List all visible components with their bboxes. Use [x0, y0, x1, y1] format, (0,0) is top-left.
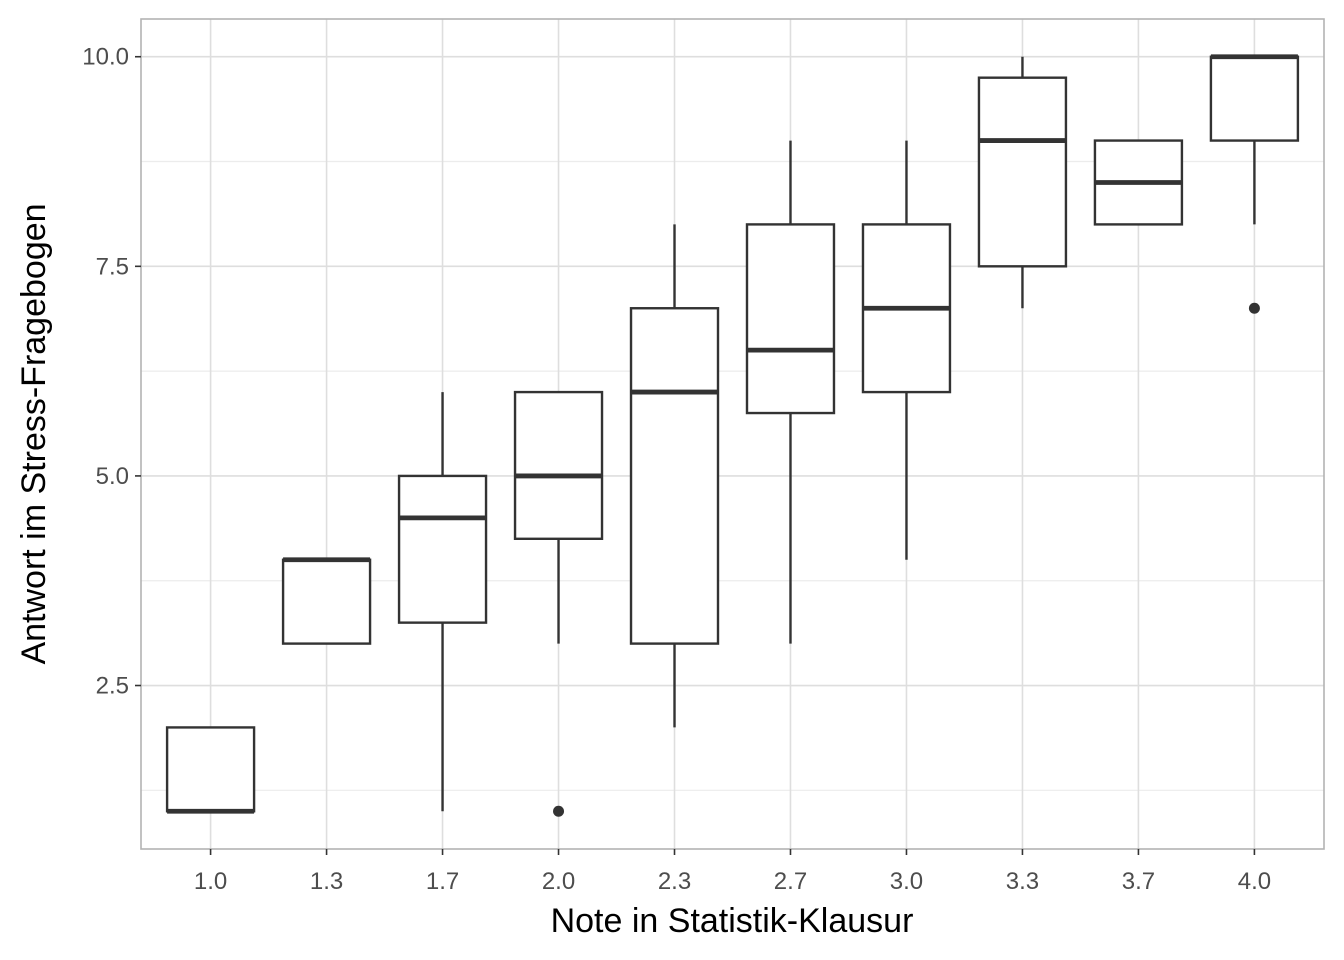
y-tick-label: 7.5 — [96, 253, 129, 280]
y-tick-label: 10.0 — [82, 44, 129, 71]
box-iqr — [629, 307, 720, 645]
x-tick-label: 3.3 — [1006, 868, 1039, 895]
x-tick-label: 1.7 — [426, 868, 459, 895]
box-iqr — [281, 558, 372, 645]
box-2.0 — [513, 390, 604, 817]
box-iqr — [513, 390, 604, 540]
box-series — [165, 54, 1300, 817]
box-iqr — [1209, 55, 1300, 142]
box-2.3 — [629, 224, 720, 728]
box-3.7 — [1093, 139, 1184, 226]
x-tick-label: 4.0 — [1238, 868, 1271, 895]
box-3.3 — [977, 56, 1068, 309]
x-tick-label: 1.0 — [194, 868, 227, 895]
box-2.7 — [745, 140, 836, 644]
box-1.3 — [281, 557, 372, 645]
panel-border — [140, 18, 1325, 850]
x-tick-label: 3.0 — [890, 868, 923, 895]
box-3.0 — [861, 140, 952, 560]
outlier-point — [1248, 302, 1260, 314]
box-iqr — [397, 474, 488, 624]
x-tick-label: 1.3 — [310, 868, 343, 895]
box-1.7 — [397, 392, 488, 812]
box-1.0 — [165, 726, 256, 814]
box-4.0 — [1209, 54, 1300, 314]
x-axis-title: Note in Statistik-Klausur — [551, 902, 914, 940]
y-tick-label: 5.0 — [96, 463, 129, 490]
x-tick-label: 2.0 — [542, 868, 575, 895]
box-iqr — [165, 726, 256, 813]
x-tick-label: 3.7 — [1122, 868, 1155, 895]
outlier-point — [553, 805, 565, 817]
box-iqr — [745, 223, 836, 415]
box-iqr — [977, 76, 1068, 268]
y-tick-label: 2.5 — [96, 673, 129, 700]
x-tick-label: 2.3 — [658, 868, 691, 895]
y-axis-title: Antwort im Stress-Fragebogen — [15, 203, 53, 664]
x-tick-label: 2.7 — [774, 868, 807, 895]
axis-ticks: 2.5 5.0 7.5 10.0 1.0 1.3 1.7 2.0 2.3 2.7 3.0 3.3 3.7… — [82, 44, 1271, 895]
